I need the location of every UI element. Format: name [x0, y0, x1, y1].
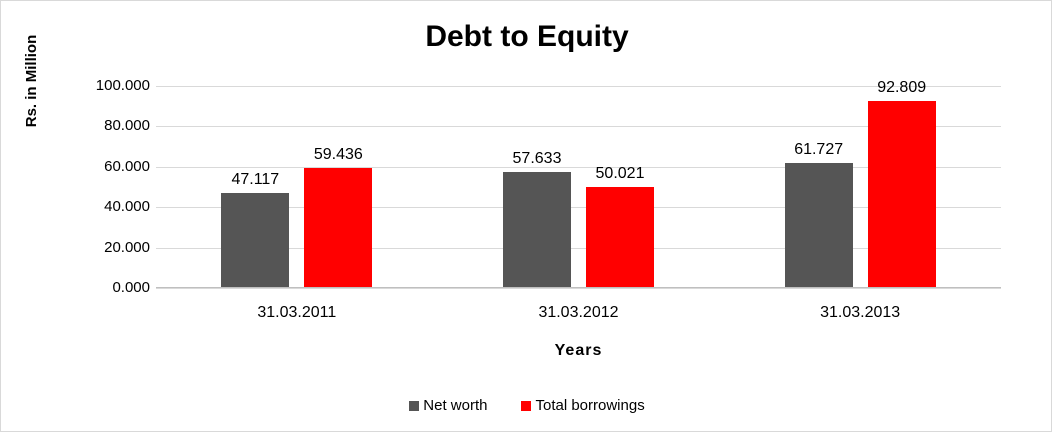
bar-value-label: 57.633 [512, 149, 562, 167]
y-axis-tick-label: 20.000 [104, 238, 150, 256]
chart-legend: Net worth Total borrowings [1, 397, 1051, 414]
bar-value-label: 92.809 [877, 78, 927, 96]
y-axis-tick-label: 0.000 [112, 279, 150, 296]
x-axis-title: Years [554, 342, 603, 359]
x-axis-tick-label: 31.03.2013 [820, 304, 901, 321]
bar-net-worth-31.03.2013[interactable] [784, 163, 853, 288]
y-axis-tick-label: 60.000 [104, 157, 150, 175]
legend-label: Net worth [423, 397, 488, 414]
legend-swatch-icon [521, 400, 532, 411]
bar-net-worth-31.03.2012[interactable] [503, 171, 571, 288]
bar-net-worth-31.03.2011[interactable] [221, 192, 290, 288]
y-axis-title: Rs. in Million [23, 34, 40, 128]
bar-total-borrowings-31.03.2013[interactable] [867, 100, 936, 288]
bar-value-label: 47.117 [231, 170, 280, 188]
x-axis-tick-label: 31.03.2012 [538, 304, 619, 321]
y-axis-tick-label: 40.000 [104, 198, 150, 216]
gridline [156, 126, 1001, 128]
bar-total-borrowings-31.03.2011[interactable] [304, 167, 373, 288]
bar-value-label: 59.436 [313, 145, 363, 163]
chart-title: Debt to Equity [425, 20, 629, 53]
y-axis-tick-labels: 0.000 20.000 40.000 60.000 80.000 100.000 [56, 78, 150, 295]
x-axis-tick-label: 31.03.2011 [257, 304, 337, 321]
gridline [156, 288, 1001, 289]
gridline [156, 86, 1001, 87]
y-axis-tick-label: 100.000 [95, 77, 150, 94]
y-axis-tick-label: 80.000 [104, 117, 150, 135]
bar-value-label: 61.727 [794, 141, 844, 159]
bar-total-borrowings-31.03.2012[interactable] [586, 186, 654, 288]
bar-value-label: 50.021 [595, 164, 645, 182]
gridline [156, 166, 1001, 168]
gridline [156, 247, 1001, 249]
x-axis-tick-labels: 31.03.2011 31.03.2012 31.03.2013 [156, 304, 1001, 328]
x-axis-baseline [156, 287, 1001, 288]
legend-label: Total borrowings [535, 397, 645, 414]
legend-entry-net-worth[interactable]: Net worth [409, 397, 487, 414]
plot-area: 47.117 59.436 57.633 50.021 61.727 92.809 [156, 79, 1001, 289]
gridline [156, 207, 1001, 209]
legend-swatch-icon [409, 400, 420, 411]
legend-entry-total-borrowings[interactable]: Total borrowings [521, 397, 645, 414]
